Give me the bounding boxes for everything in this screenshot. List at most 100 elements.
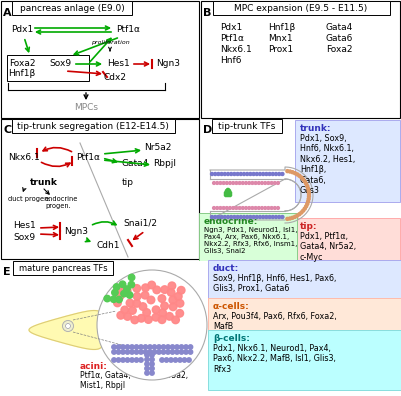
Circle shape: [288, 170, 292, 173]
Circle shape: [112, 289, 118, 296]
Circle shape: [126, 292, 133, 298]
Circle shape: [177, 286, 185, 294]
Circle shape: [255, 215, 258, 219]
Circle shape: [271, 173, 274, 175]
Text: tip-trunk TFs: tip-trunk TFs: [218, 122, 276, 131]
Circle shape: [217, 173, 220, 175]
Text: trunk: trunk: [30, 178, 58, 187]
Text: Nkx6.1: Nkx6.1: [8, 152, 40, 162]
Circle shape: [157, 345, 161, 349]
Circle shape: [124, 313, 131, 320]
FancyBboxPatch shape: [12, 1, 132, 15]
Circle shape: [232, 182, 235, 185]
Circle shape: [241, 182, 244, 185]
Circle shape: [264, 182, 267, 185]
Circle shape: [143, 308, 150, 316]
Circle shape: [141, 291, 149, 299]
Circle shape: [281, 173, 284, 175]
Text: Pdx1: Pdx1: [11, 25, 33, 34]
Text: Pdx1, Nkx6.1, Neurod1, Pax4,
Pax6, Nkx2.2, MafB, Isl1, Glis3,
Rfx3: Pdx1, Nkx6.1, Neurod1, Pax4, Pax6, Nkx2.…: [213, 344, 336, 374]
Circle shape: [148, 345, 152, 349]
Circle shape: [173, 358, 178, 362]
Circle shape: [121, 291, 127, 297]
Text: endocrine:: endocrine:: [204, 217, 258, 226]
Circle shape: [302, 209, 305, 212]
Circle shape: [139, 350, 143, 354]
Text: Foxa2: Foxa2: [9, 59, 35, 69]
Circle shape: [152, 345, 157, 349]
Circle shape: [270, 207, 273, 209]
Circle shape: [300, 211, 303, 214]
Circle shape: [112, 350, 116, 354]
Circle shape: [214, 215, 217, 219]
Circle shape: [227, 193, 230, 196]
Circle shape: [133, 285, 141, 292]
Circle shape: [169, 358, 173, 362]
Circle shape: [129, 307, 136, 314]
Text: α-cells:: α-cells:: [213, 302, 250, 311]
Circle shape: [229, 191, 232, 194]
Circle shape: [150, 362, 154, 366]
Circle shape: [222, 207, 225, 209]
Circle shape: [121, 350, 125, 354]
Circle shape: [264, 207, 267, 209]
Text: tip: tip: [122, 178, 134, 187]
Circle shape: [113, 299, 121, 307]
Circle shape: [134, 345, 139, 349]
Circle shape: [153, 286, 160, 294]
Circle shape: [65, 324, 71, 329]
Circle shape: [229, 182, 231, 185]
Text: Snai1/2: Snai1/2: [123, 219, 157, 227]
Circle shape: [104, 295, 110, 302]
Circle shape: [225, 189, 229, 192]
Circle shape: [262, 215, 265, 219]
Text: tip:: tip:: [300, 222, 318, 231]
Circle shape: [265, 215, 268, 219]
Circle shape: [133, 299, 141, 307]
Circle shape: [150, 366, 154, 371]
Circle shape: [220, 173, 223, 175]
Circle shape: [131, 316, 139, 324]
Text: Pdx1, Sox9,
Hnf6, Nkx6.1,
Nkx6.2, Hes1,
Hnf1β,
Gata6,
Glis3: Pdx1, Sox9, Hnf6, Nkx6.1, Nkx6.2, Hes1, …: [300, 134, 355, 195]
Circle shape: [225, 191, 228, 194]
Circle shape: [303, 180, 306, 183]
Circle shape: [143, 350, 148, 354]
Text: Gata4: Gata4: [326, 23, 353, 32]
Text: pancreas anlage (E9.0): pancreas anlage (E9.0): [20, 4, 124, 13]
Circle shape: [142, 284, 149, 291]
Circle shape: [232, 207, 235, 209]
Circle shape: [239, 215, 242, 219]
FancyBboxPatch shape: [12, 119, 175, 133]
Text: Ngn3, Pdx1, Neurod1, Isl1,
Pax4, Arx, Pax6, Nkx6.1,
Nkx2.2, Rfx3, Rfx6, Insm1,
G: Ngn3, Pdx1, Neurod1, Isl1, Pax4, Arx, Pa…: [204, 227, 298, 254]
Circle shape: [175, 350, 179, 354]
Circle shape: [268, 173, 271, 175]
Circle shape: [291, 216, 294, 219]
Circle shape: [220, 215, 223, 219]
Circle shape: [130, 345, 134, 349]
Text: tip-trunk segregation (E12-E14.5): tip-trunk segregation (E12-E14.5): [17, 122, 169, 131]
Circle shape: [116, 293, 124, 300]
Circle shape: [261, 182, 263, 185]
Circle shape: [307, 200, 310, 203]
Circle shape: [134, 350, 139, 354]
Circle shape: [227, 191, 230, 194]
Circle shape: [230, 173, 233, 175]
Circle shape: [145, 362, 149, 366]
Circle shape: [254, 207, 257, 209]
Circle shape: [288, 217, 292, 220]
FancyBboxPatch shape: [213, 1, 390, 15]
Circle shape: [148, 281, 156, 289]
Text: Ptf1α: Ptf1α: [220, 34, 244, 43]
Circle shape: [172, 316, 179, 324]
Text: Sox9: Sox9: [49, 59, 71, 69]
Circle shape: [238, 182, 241, 185]
Circle shape: [271, 215, 274, 219]
Circle shape: [219, 182, 222, 185]
Circle shape: [308, 195, 310, 198]
Circle shape: [187, 358, 191, 362]
Circle shape: [184, 345, 188, 349]
Circle shape: [307, 197, 310, 200]
Circle shape: [169, 296, 176, 304]
FancyBboxPatch shape: [199, 213, 297, 265]
Circle shape: [115, 285, 122, 293]
